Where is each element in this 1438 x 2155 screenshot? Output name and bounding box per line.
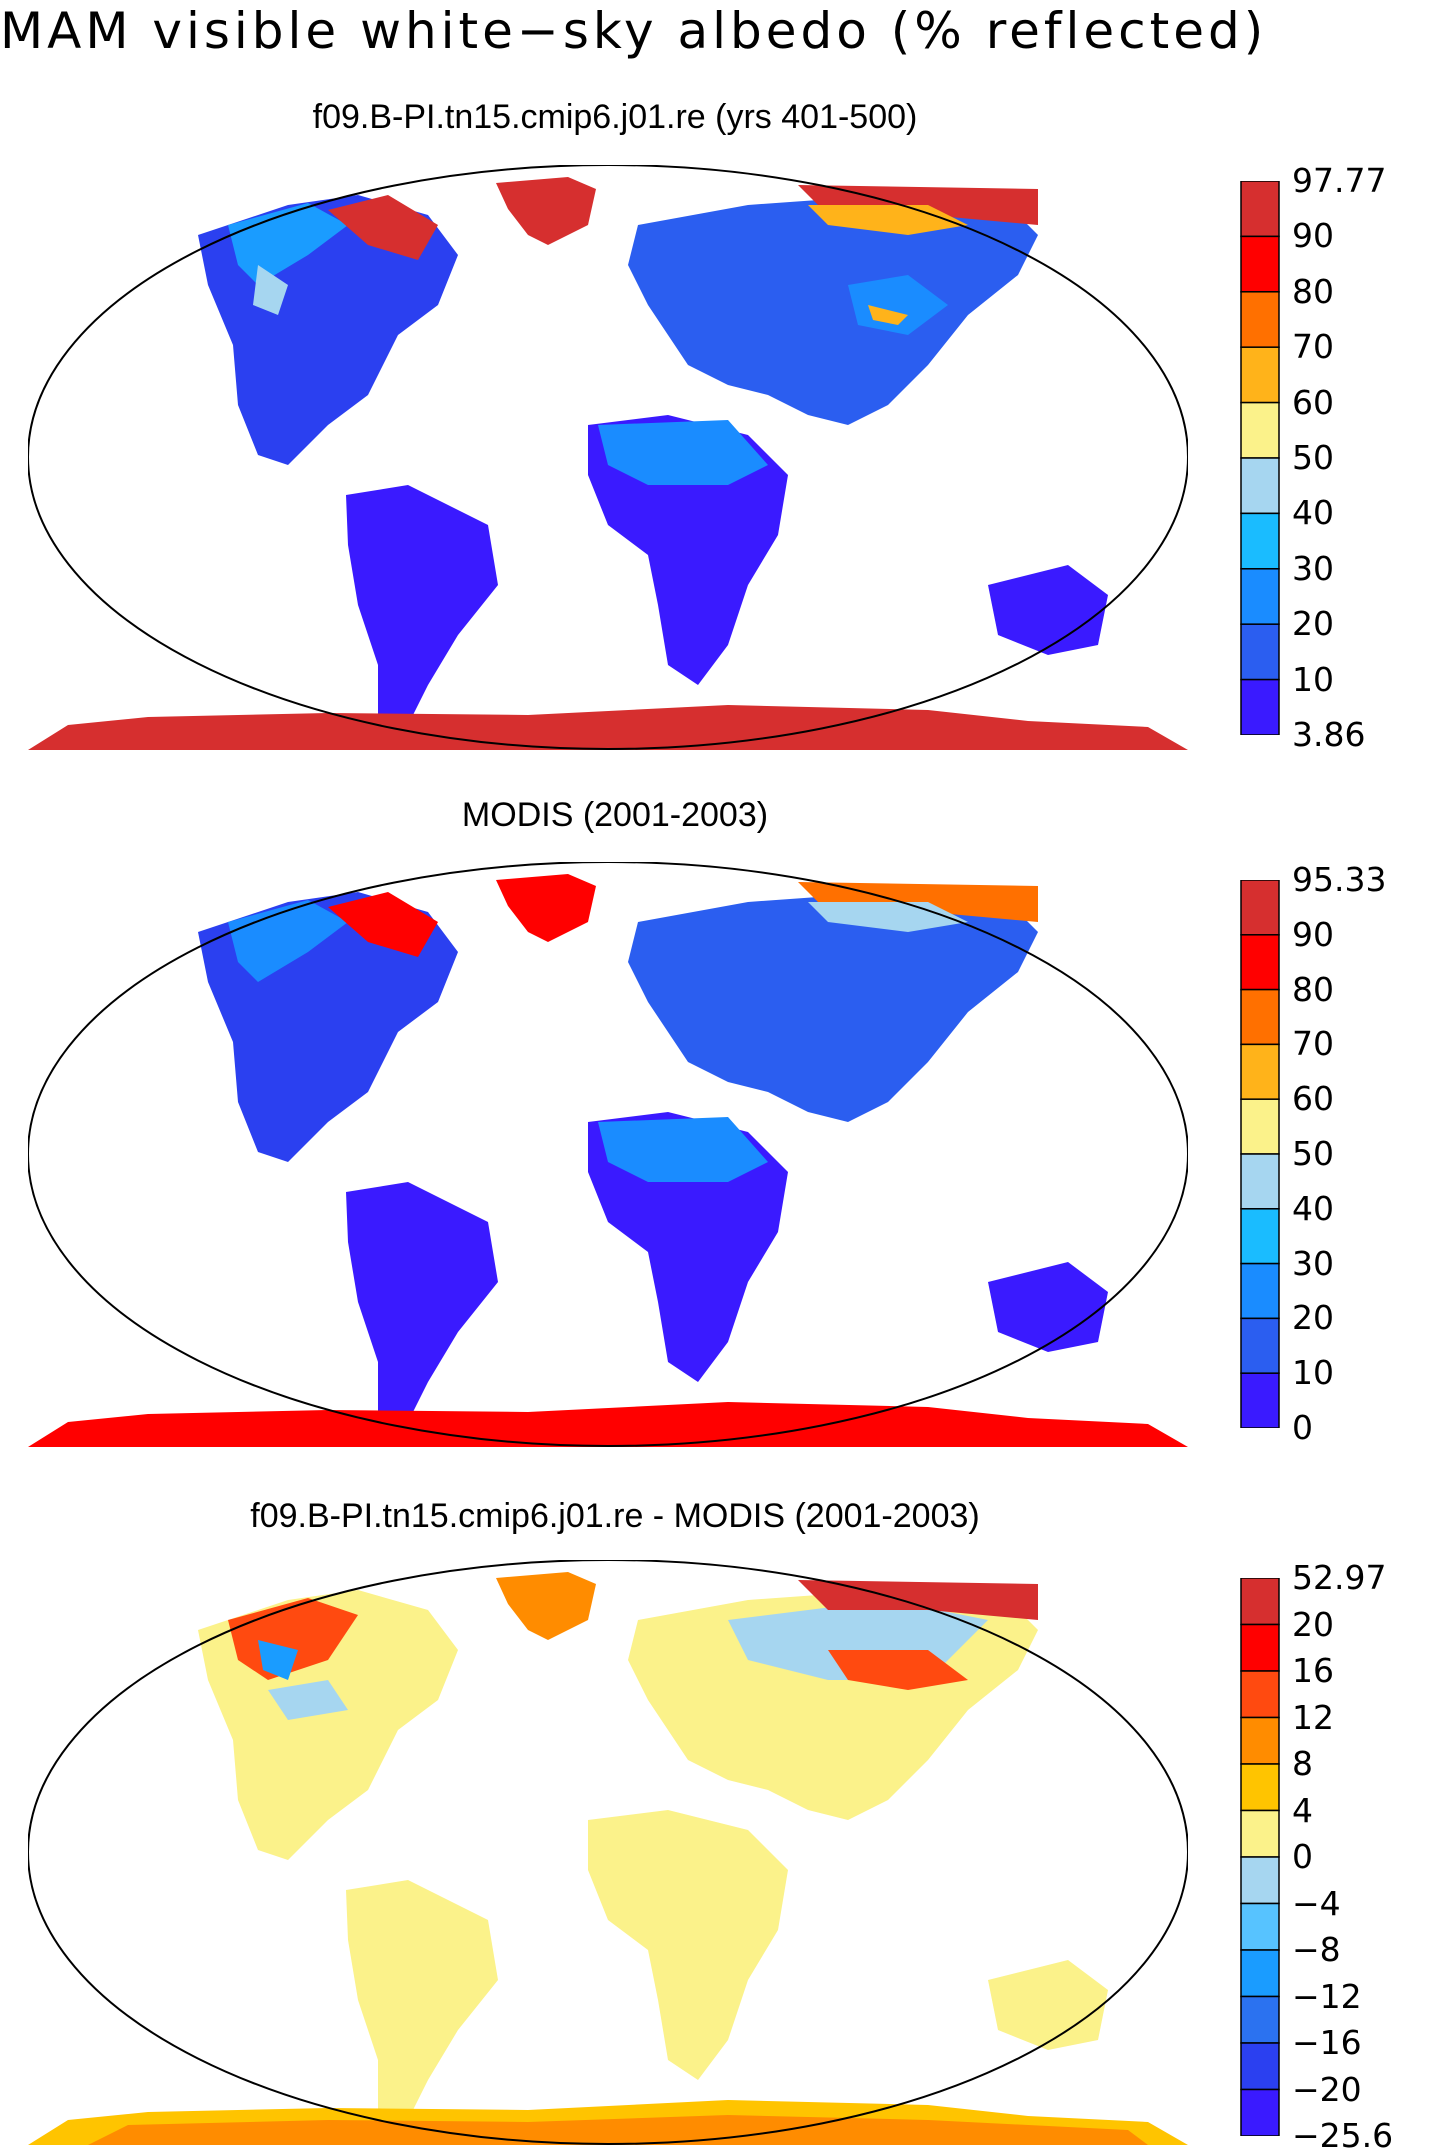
colorbar-swatch	[1240, 1856, 1280, 1905]
colorbar-swatch	[1240, 1208, 1280, 1265]
colorbar-tick-label: 8	[1292, 1744, 1313, 1783]
colorbar-swatch	[1240, 623, 1280, 681]
colorbar-tick-label: 0	[1292, 1837, 1313, 1876]
colorbar-swatch	[1240, 1153, 1280, 1210]
panel-2-map	[28, 862, 1188, 1447]
colorbar-tick-label: −20	[1292, 2069, 1362, 2109]
colorbar-swatch	[1240, 1372, 1280, 1428]
colorbar-swatch	[1240, 181, 1280, 238]
panel-3-colorbar	[1240, 1578, 1280, 2136]
colorbar-tick-label: 20	[1292, 1604, 1334, 1644]
colorbar-tick-label: 50	[1292, 438, 1334, 477]
panel-1-map	[28, 165, 1188, 750]
panel-1-colorbar	[1240, 181, 1280, 735]
colorbar-swatch	[1240, 988, 1280, 1046]
colorbar-tick-label: 20	[1292, 1298, 1334, 1338]
panel-1-map-fill	[28, 177, 1188, 750]
colorbar-tick-label: −8	[1292, 1930, 1341, 1969]
colorbar-swatch	[1240, 2042, 1280, 2091]
colorbar-swatch	[1240, 1809, 1280, 1858]
panel-2-map-fill	[28, 874, 1188, 1447]
colorbar-swatch	[1240, 1670, 1280, 1719]
colorbar-tick-label: 30	[1292, 1243, 1334, 1283]
colorbar-tick-label: 20	[1292, 604, 1334, 644]
colorbar-swatch	[1240, 678, 1280, 735]
panel-3-map-fill	[28, 1572, 1188, 2145]
colorbar-tick-label: 97.77	[1292, 161, 1387, 200]
colorbar-swatch	[1240, 1995, 1280, 2044]
panel-2-colorbar	[1240, 880, 1280, 1428]
colorbar-swatch	[1240, 457, 1280, 515]
colorbar-swatch	[1240, 1043, 1280, 1100]
colorbar-swatch	[1240, 2088, 1280, 2136]
colorbar-tick-label: −25.6	[1292, 2116, 1394, 2155]
colorbar-tick-label: 16	[1292, 1651, 1334, 1690]
colorbar-swatch	[1240, 1763, 1280, 1812]
panel-1-map-outline	[28, 165, 1188, 750]
panel-3-title: f09.B-PI.tn15.cmip6.j01.re - MODIS (2001…	[250, 1497, 980, 1535]
colorbar-tick-label: 80	[1292, 969, 1334, 1009]
colorbar-swatch	[1240, 1623, 1280, 1672]
colorbar-tick-label: 40	[1292, 1188, 1334, 1228]
colorbar-tick-label: 95.33	[1292, 860, 1387, 899]
colorbar-swatch	[1240, 568, 1280, 625]
colorbar-tick-label: 70	[1292, 1024, 1334, 1064]
colorbar-tick-label: 70	[1292, 327, 1334, 367]
colorbar-swatch	[1240, 1098, 1280, 1155]
colorbar-tick-label: −12	[1292, 1976, 1362, 2016]
panel-3-map	[28, 1560, 1188, 2145]
panel-2-map-outline	[28, 862, 1188, 1447]
colorbar-tick-label: 80	[1292, 271, 1334, 311]
figure-title: MAM visible white−sky albedo (% reflecte…	[0, 2, 1268, 60]
colorbar-tick-label: −4	[1292, 1883, 1341, 1923]
colorbar-tick-label: 50	[1292, 1134, 1334, 1173]
colorbar-swatch	[1240, 346, 1280, 404]
colorbar-tick-label: 4	[1292, 1790, 1313, 1830]
colorbar-swatch	[1240, 1949, 1280, 1998]
colorbar-tick-label: 60	[1292, 1079, 1334, 1119]
colorbar-swatch	[1240, 512, 1280, 570]
colorbar-swatch	[1240, 1262, 1280, 1320]
colorbar-swatch	[1240, 934, 1280, 991]
colorbar-tick-label: 12	[1292, 1697, 1334, 1737]
colorbar-tick-label: 3.86	[1292, 715, 1366, 754]
colorbar-tick-label: 60	[1292, 382, 1334, 422]
colorbar-tick-label: 10	[1292, 659, 1334, 699]
colorbar-tick-label: 40	[1292, 493, 1334, 533]
colorbar-tick-label: 10	[1292, 1353, 1334, 1393]
colorbar-tick-label: 0	[1292, 1408, 1313, 1447]
colorbar-tick-label: −16	[1292, 2023, 1362, 2062]
colorbar-tick-label: 90	[1292, 216, 1334, 256]
colorbar-tick-label: 30	[1292, 548, 1334, 588]
colorbar-swatch	[1240, 291, 1280, 348]
panel-3-map-outline	[28, 1560, 1188, 2145]
panel-2-title: MODIS (2001-2003)	[461, 796, 769, 834]
colorbar-tick-label: 52.97	[1292, 1558, 1387, 1597]
colorbar-tick-label: 90	[1292, 914, 1334, 954]
colorbar-swatch	[1240, 1902, 1280, 1951]
colorbar-swatch	[1240, 1716, 1280, 1765]
colorbar-swatch	[1240, 401, 1280, 459]
colorbar-swatch	[1240, 235, 1280, 293]
colorbar-swatch	[1240, 880, 1280, 936]
colorbar-swatch	[1240, 1578, 1280, 1626]
panel-1-title: f09.B-PI.tn15.cmip6.j01.re (yrs 401-500)	[312, 98, 918, 136]
colorbar-swatch	[1240, 1317, 1280, 1374]
